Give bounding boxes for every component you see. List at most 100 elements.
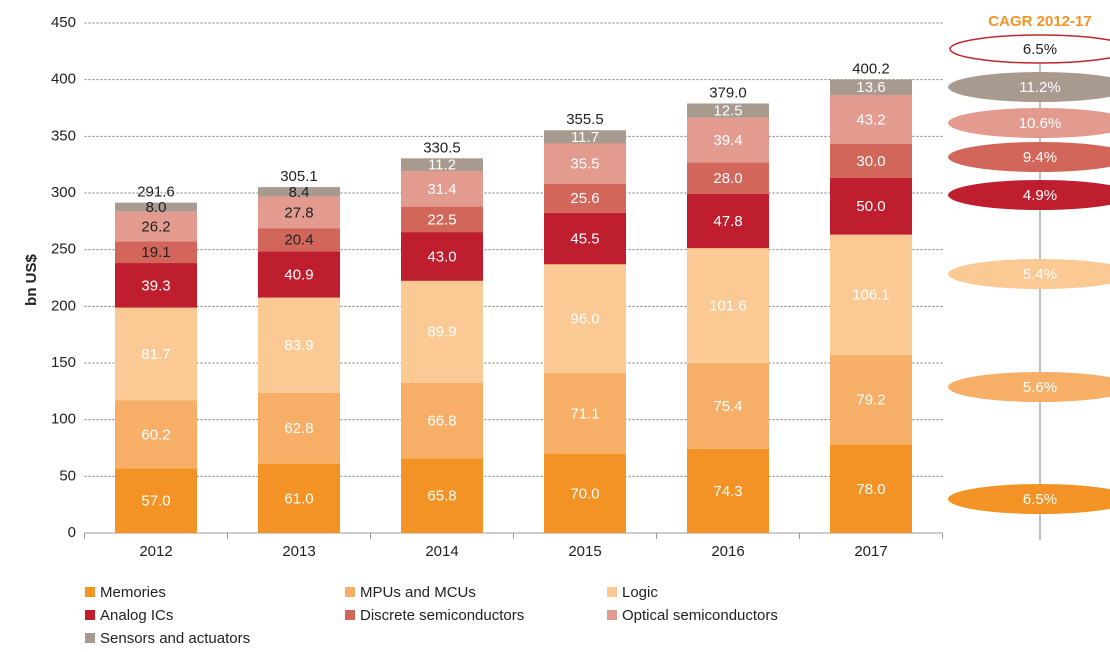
value-label: 35.5 — [570, 156, 599, 173]
value-label: 57.0 — [141, 493, 170, 510]
y-tick-label: 200 — [51, 297, 76, 314]
value-label: 106.1 — [852, 287, 890, 304]
legend-label: Sensors and actuators — [100, 630, 250, 647]
value-label: 11.2 — [428, 157, 456, 174]
bar-segment — [401, 280, 483, 383]
bar-segment — [258, 187, 340, 197]
value-label: 8.4 — [289, 184, 310, 201]
value-label: 45.5 — [570, 230, 599, 247]
value-label: 78.0 — [856, 481, 885, 498]
bar-segment — [687, 117, 769, 163]
bar-segment — [258, 228, 340, 252]
value-label: 83.9 — [284, 337, 313, 354]
legend-swatch — [607, 587, 617, 597]
cagr-label: 5.6% — [1023, 379, 1057, 396]
legend-swatch — [85, 610, 95, 620]
bar-segment — [830, 143, 912, 178]
bar-segment — [687, 248, 769, 364]
bar-segment — [401, 382, 483, 459]
bar-segment — [115, 468, 197, 533]
value-label: 19.1 — [141, 244, 170, 261]
cagr-ellipse — [948, 72, 1110, 102]
y-tick-label: 0 — [68, 524, 76, 541]
legend-swatch — [345, 610, 355, 620]
y-axis-label: bn US$ — [23, 254, 40, 306]
value-label: 30.0 — [856, 153, 885, 170]
legend-label: Analog ICs — [100, 607, 173, 624]
x-tick-label: 2016 — [711, 543, 744, 560]
x-tick-label: 2015 — [568, 543, 601, 560]
value-label: 25.6 — [570, 190, 599, 207]
value-label: 71.1 — [570, 405, 599, 422]
value-label: 74.3 — [713, 483, 742, 500]
bar-segment — [544, 264, 626, 374]
legend-label: Discrete semiconductors — [360, 607, 524, 624]
cagr-label: 5.4% — [1023, 266, 1057, 283]
x-tick-label: 2017 — [854, 543, 887, 560]
value-label: 13.6 — [856, 79, 885, 96]
value-label: 12.5 — [713, 103, 742, 120]
legend-swatch — [607, 610, 617, 620]
cagr-total-label: 6.5% — [1023, 41, 1057, 58]
bar-segment — [258, 251, 340, 298]
value-label: 89.9 — [427, 324, 456, 341]
bar-segment — [687, 363, 769, 449]
value-label: 31.4 — [427, 181, 456, 198]
bar-segment — [544, 143, 626, 184]
value-label: 11.7 — [571, 129, 599, 146]
value-label: 43.0 — [427, 248, 456, 265]
cagr-title: CAGR 2012-17 — [988, 13, 1091, 30]
y-tick-label: 300 — [51, 184, 76, 201]
bar-segment — [115, 211, 197, 242]
value-label: 26.2 — [141, 219, 170, 236]
bar-segment — [830, 354, 912, 445]
y-tick-label: 150 — [51, 354, 76, 371]
bar-segment — [830, 177, 912, 235]
bar-segment — [544, 373, 626, 454]
legend-label: MPUs and MCUs — [360, 584, 476, 601]
bar-segment — [687, 103, 769, 118]
bar-segment — [687, 448, 769, 533]
cagr-ellipse — [948, 108, 1110, 138]
bar-segment — [687, 194, 769, 249]
value-label: 27.8 — [284, 204, 313, 221]
value-label: 61.0 — [284, 490, 313, 507]
value-label: 28.0 — [713, 170, 742, 187]
value-label: 65.8 — [427, 488, 456, 505]
total-label: 305.1 — [280, 168, 318, 185]
cagr-ellipse — [948, 142, 1110, 172]
total-label: 330.5 — [423, 139, 461, 156]
bar-segment — [830, 444, 912, 533]
value-label: 47.8 — [713, 213, 742, 230]
legend-label: Optical semiconductors — [622, 607, 778, 624]
bar-segment — [830, 79, 912, 95]
legend-label: Memories — [100, 584, 166, 601]
bar-segment — [115, 202, 197, 212]
bar-segment — [258, 463, 340, 533]
bar-segment — [401, 232, 483, 281]
cagr-ellipse — [948, 259, 1110, 289]
value-label: 66.8 — [427, 413, 456, 430]
bar-segment — [401, 458, 483, 533]
bar-segment — [544, 212, 626, 265]
value-label: 79.2 — [856, 392, 885, 409]
y-tick-label: 350 — [51, 127, 76, 144]
total-label: 400.2 — [852, 60, 890, 77]
value-label: 39.4 — [713, 132, 742, 149]
y-tick-label: 250 — [51, 241, 76, 258]
total-label: 291.6 — [137, 183, 175, 200]
bar-segment — [687, 162, 769, 195]
cagr-label: 6.5% — [1023, 491, 1057, 508]
bar-segment — [830, 94, 912, 144]
bar-segment — [544, 453, 626, 533]
value-label: 75.4 — [713, 398, 742, 415]
cagr-label: 4.9% — [1023, 187, 1057, 204]
value-label: 39.3 — [141, 277, 170, 294]
bar-segment — [258, 196, 340, 229]
cagr-label: 10.6% — [1019, 115, 1062, 132]
x-tick-label: 2012 — [139, 543, 172, 560]
bar-segment — [830, 234, 912, 355]
value-label: 22.5 — [427, 211, 456, 228]
bar-segment — [115, 307, 197, 401]
bar-segment — [401, 158, 483, 172]
